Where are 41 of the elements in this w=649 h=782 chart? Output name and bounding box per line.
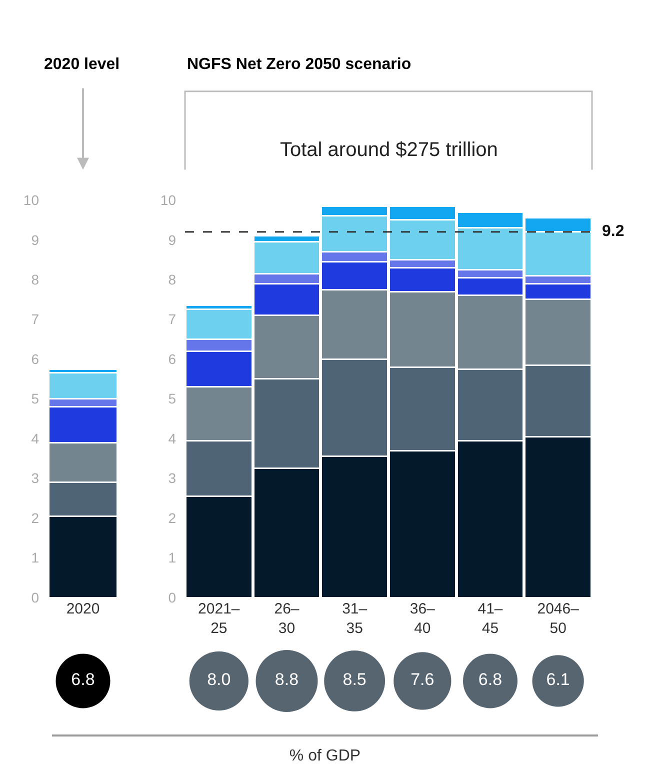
y-tick-label: 5: [31, 390, 40, 407]
y-tick-label: 6: [31, 350, 40, 367]
y-tick-label: 7: [31, 311, 40, 328]
y-tick-label: 9: [31, 232, 40, 248]
y-tick-label: 5: [168, 390, 176, 407]
y-tick-label: 2: [31, 510, 40, 526]
x-tick-label: 2021–25: [198, 600, 240, 638]
data-label: 6.1: [546, 670, 570, 690]
y-tick-label: 9: [168, 232, 176, 248]
y-tick-label: 10: [160, 192, 176, 208]
y-tick-label: 4: [31, 430, 40, 446]
data-label: 8.8: [274, 670, 299, 690]
y-tick-label: 8: [31, 271, 40, 288]
y-tick-label: 4: [168, 430, 176, 446]
data-label: 8.5: [342, 670, 366, 690]
y-tick-label: 6: [168, 350, 176, 367]
y-tick-label: 1: [168, 550, 176, 566]
data-label: 6.8: [478, 670, 502, 690]
chart-subtitle: Total around $275 trillion: [280, 139, 498, 161]
x-tick-label: 36–40: [410, 600, 436, 638]
x-tick-label: 2020: [66, 600, 100, 618]
x-tick-label: 41–45: [478, 600, 504, 638]
y-tick-label: 0: [31, 589, 40, 606]
data-label: 7.6: [410, 670, 434, 690]
chart-title: NGFS Net Zero 2050 scenario: [187, 56, 412, 73]
x-tick-label: 31–35: [342, 600, 368, 638]
chart-title: 2020 level: [44, 56, 120, 73]
y-tick-label: 0: [168, 589, 176, 606]
y-tick-label: 7: [168, 311, 176, 328]
x-tick-label: 26–30: [274, 600, 300, 638]
y-tick-label: 2: [168, 510, 176, 526]
ref-line-label: 9.2: [602, 223, 624, 240]
y-tick-label: 10: [23, 192, 40, 208]
y-tick-label: 1: [31, 550, 40, 566]
x-tick-label: 2046–50: [537, 600, 580, 638]
y-tick-label: 3: [31, 470, 40, 486]
y-tick-label: 3: [168, 470, 176, 486]
text: % of GDP: [289, 748, 361, 765]
data-label: 6.8: [71, 670, 95, 690]
data-label: 8.0: [207, 670, 231, 690]
y-tick-label: 8: [168, 271, 176, 288]
